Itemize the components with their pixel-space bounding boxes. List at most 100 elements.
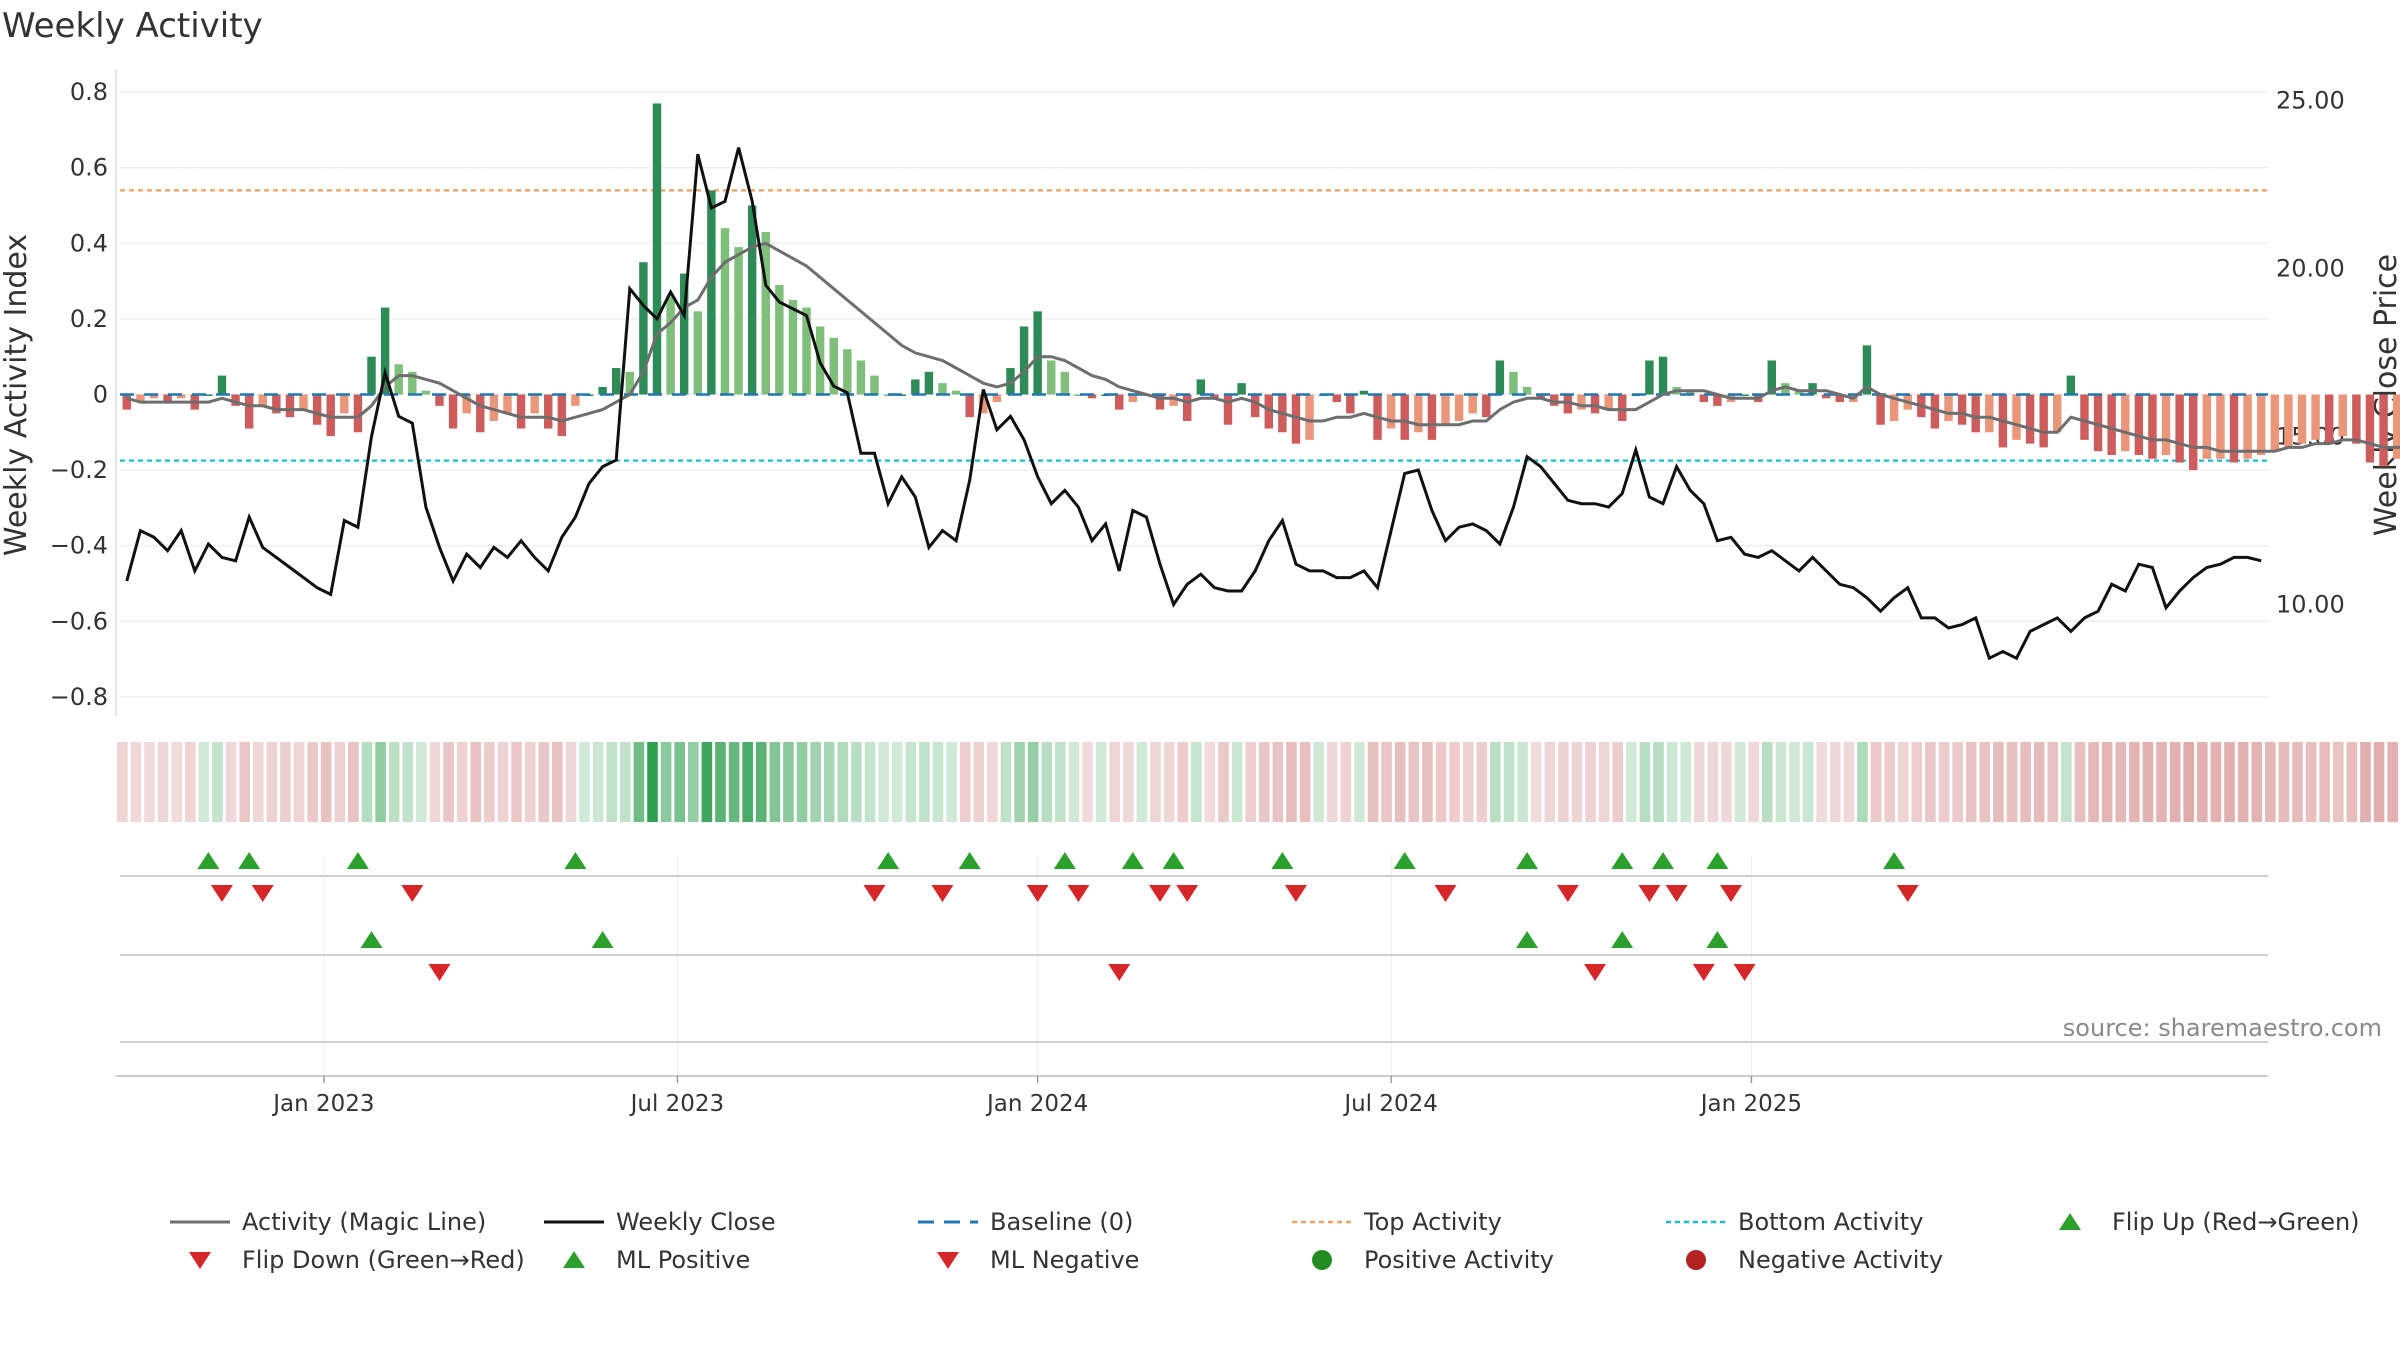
heat-strip-cell <box>2360 742 2371 822</box>
legend-item: Top Activity <box>1288 1204 1502 1240</box>
activity-bar <box>503 394 512 414</box>
activity-bar <box>2324 394 2334 444</box>
heat-strip-cell <box>1000 742 1012 822</box>
legend-label: ML Positive <box>616 1246 751 1274</box>
activity-bar <box>1346 394 1355 414</box>
activity-bar <box>258 394 267 406</box>
heat-strip-cell <box>755 742 767 822</box>
activity-bar <box>1618 394 1627 421</box>
activity-bar <box>2243 394 2252 459</box>
heat-strip-cell <box>1367 742 1379 822</box>
flip-up-marker <box>564 852 587 869</box>
legend-label: Baseline (0) <box>990 1208 1134 1236</box>
activity-bar <box>598 386 607 395</box>
activity-bar <box>421 390 431 395</box>
activity-bar <box>408 371 417 395</box>
heat-strip-cell <box>1326 742 1338 822</box>
activity-bar <box>1332 394 1341 403</box>
activity-bar <box>693 311 702 395</box>
heat-strip-cell <box>225 742 237 822</box>
activity-bar <box>2053 394 2062 433</box>
ml-negative-marker <box>428 964 451 981</box>
heat-strip-cell <box>2020 742 2031 822</box>
weekly-close-line <box>125 147 2262 661</box>
heat-strip-cell <box>2183 742 2195 822</box>
activity-bar <box>2093 394 2103 452</box>
activity-bar <box>2352 394 2361 444</box>
heat-strip-cell <box>511 742 522 822</box>
heat-strip-cell <box>606 742 618 822</box>
x-tick-label: Jul 2023 <box>629 1091 725 1117</box>
ml-positive-marker <box>1611 931 1634 948</box>
heat-strip-cell <box>2101 742 2113 822</box>
activity-bar <box>788 300 798 395</box>
heat-strip-cell <box>823 742 835 822</box>
flip-up-marker <box>1611 852 1634 869</box>
flip-down-marker <box>251 885 274 902</box>
x-tick-label: Jan 2023 <box>271 1091 374 1117</box>
activity-bar <box>1468 394 1477 414</box>
chart-legend: Activity (Magic Line) Weekly Close Baselin… <box>150 1204 2400 1284</box>
activity-bar <box>951 390 961 395</box>
heat-strip-cell <box>1476 742 1488 822</box>
heat-strip-cell <box>1816 742 1827 822</box>
heat-strip-cell <box>1938 742 1950 822</box>
activity-bar <box>2080 394 2089 440</box>
flip-down-marker <box>1026 885 1049 902</box>
heat-strip-cell <box>456 742 468 822</box>
activity-bar <box>2148 394 2157 459</box>
heat-strip-cell <box>1109 742 1121 822</box>
left-tick-label: 0.2 <box>70 305 108 333</box>
activity-bar <box>1590 394 1600 414</box>
heat-strip-cell <box>2197 742 2208 822</box>
legend-symbol-icon <box>1662 1207 1730 1237</box>
ml-negative-marker <box>1584 964 1607 981</box>
left-tick-label: −0.2 <box>50 456 108 484</box>
heat-strip-cell <box>2387 742 2398 822</box>
heat-strip-cell <box>633 742 645 822</box>
heat-strip-cell <box>742 742 753 822</box>
activity-bar <box>299 394 308 410</box>
heat-strip-cell <box>1218 742 1229 822</box>
heat-strip-cell <box>592 742 604 822</box>
activity-bar <box>1835 394 1844 403</box>
activity-bar <box>2107 394 2116 455</box>
heat-strip-cell <box>2305 742 2317 822</box>
heat-strip-cell <box>307 742 318 822</box>
heat-strip-cell <box>1639 742 1651 822</box>
heat-strip-cell <box>1095 742 1107 822</box>
heat-strip-cell <box>1734 742 1746 822</box>
flip-down-marker <box>1638 885 1661 902</box>
activity-bar <box>1033 311 1042 395</box>
activity-bar <box>367 356 376 395</box>
activity-bar <box>652 103 662 395</box>
activity-bar <box>856 360 866 395</box>
heat-strip-cell <box>1775 742 1787 822</box>
activity-bar <box>1577 394 1586 410</box>
heat-strip-cell <box>1204 742 1216 822</box>
flip-up-marker <box>1652 852 1675 869</box>
heat-strip-cell <box>1884 742 1895 822</box>
flip-up-marker <box>346 852 369 869</box>
activity-bar <box>149 394 159 399</box>
heat-strip-cell <box>1082 742 1093 822</box>
activity-bar <box>122 394 132 410</box>
legend-item: Bottom Activity <box>1662 1204 1923 1240</box>
heat-strip-cell <box>647 742 658 822</box>
ml-negative-marker <box>1733 964 1756 981</box>
activity-bar <box>1971 394 1980 433</box>
heat-strip-cell <box>1055 742 1066 822</box>
heat-strip-cell <box>1694 742 1705 822</box>
heat-strip-cell <box>484 742 495 822</box>
heat-strip-cell <box>375 742 386 822</box>
heat-strip-cell <box>280 742 291 822</box>
heat-strip-cell <box>552 742 563 822</box>
legend-item: Activity (Magic Line) <box>166 1204 486 1240</box>
activity-bar <box>1686 390 1695 395</box>
activity-bar <box>1550 394 1559 406</box>
activity-bar <box>1482 394 1491 418</box>
activity-bar <box>2256 394 2266 455</box>
x-tick-label: Jul 2024 <box>1342 1091 1438 1117</box>
activity-bar <box>720 228 730 395</box>
legend-symbol-icon <box>914 1245 982 1275</box>
